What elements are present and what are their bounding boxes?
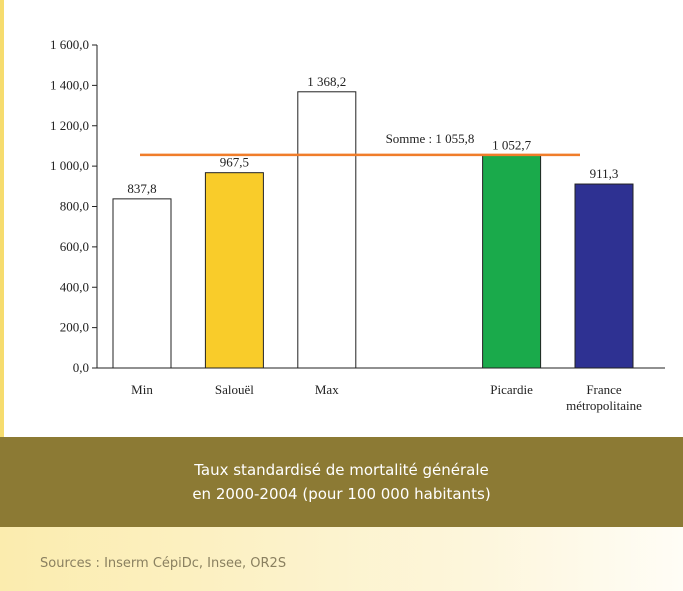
x-tick-label: France métropolitaine [566,382,642,413]
bar [297,91,357,369]
value-label: 967,5 [220,155,249,170]
y-tick-label: 1 200,0 [50,118,89,133]
y-tick-label: 0,0 [73,360,89,375]
footer [0,527,683,591]
y-tick-label: 400,0 [60,279,89,294]
edge-strip [0,0,4,437]
y-tick-label: 1 600,0 [50,37,89,52]
y-tick-label: 1 000,0 [50,158,89,173]
x-tick-label: Max [314,382,339,397]
caption-band [0,437,683,527]
y-tick-label: 600,0 [60,239,89,254]
x-tick-label: Salouël [214,382,254,397]
x-tick-label: Min [131,382,153,397]
reference-label: Somme : 1 055,8 [386,131,475,146]
value-label: 1 052,7 [492,137,532,152]
value-label: 837,8 [127,181,156,196]
value-label: 1 368,2 [307,74,346,89]
y-tick-label: 1 400,0 [50,77,89,92]
bar [112,198,172,369]
bar [204,172,264,369]
y-tick-label: 800,0 [60,199,89,214]
caption-line: Taux standardisé de mortalité générale [194,461,489,479]
bar [482,154,542,369]
source: Sources : Inserm CépiDc, Insee, OR2S [40,556,287,571]
x-tick-label: Picardie [490,382,533,397]
value-label: 911,3 [590,166,619,181]
bar [574,183,634,369]
y-tick-label: 200,0 [60,320,89,335]
chart: 0,0 200,0 400,0 600,0 800,0 1 000,0 1 200,0 1 4… [50,37,665,375]
caption-line: en 2000-2004 (pour 100 000 habitants) [192,485,491,503]
